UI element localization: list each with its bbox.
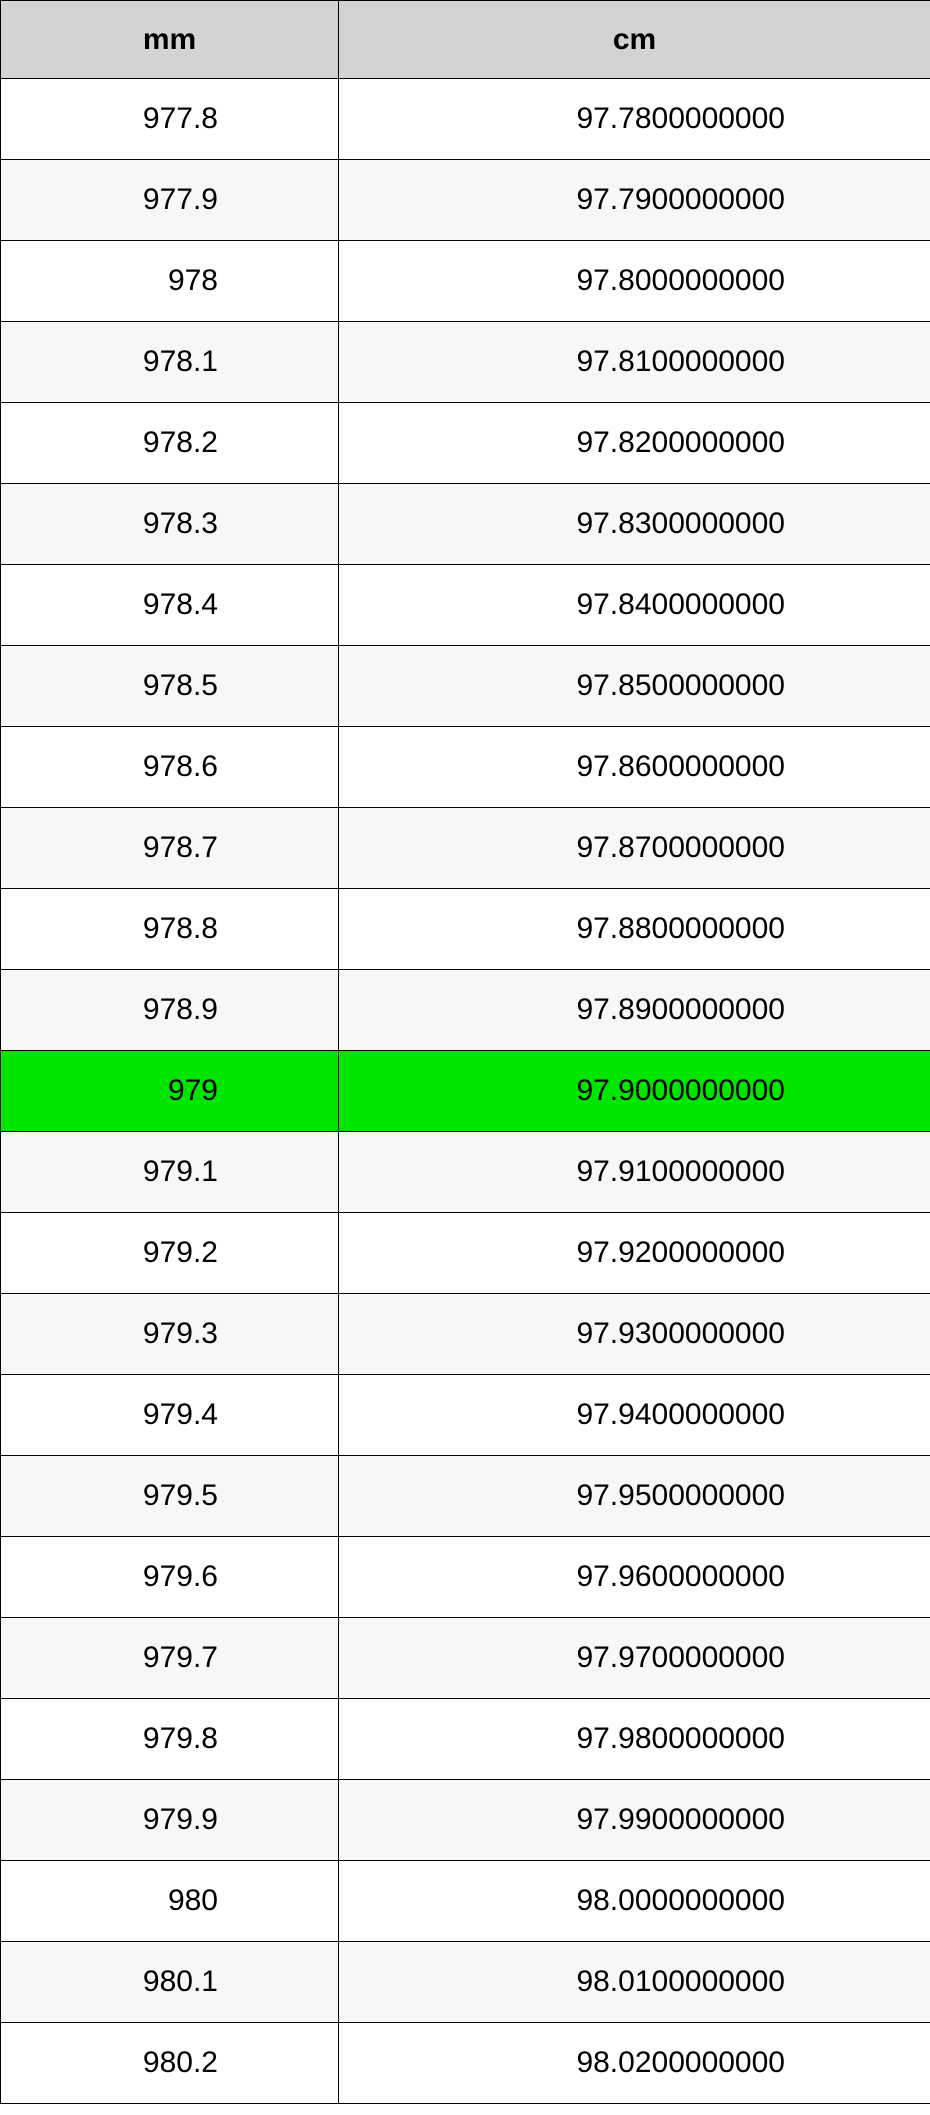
table-row: 978.497.8400000000 — [1, 565, 930, 646]
cell-cm: 97.9500000000 — [339, 1456, 930, 1537]
table-header-row: mm cm — [1, 1, 930, 79]
column-header-mm: mm — [1, 1, 339, 79]
cell-mm: 978.1 — [1, 322, 339, 403]
cell-mm: 979.4 — [1, 1375, 339, 1456]
cell-cm: 97.7800000000 — [339, 79, 930, 160]
cell-mm: 979.1 — [1, 1132, 339, 1213]
cell-mm: 978 — [1, 241, 339, 322]
cell-mm: 978.2 — [1, 403, 339, 484]
table-row: 978.597.8500000000 — [1, 646, 930, 727]
table-row: 979.597.9500000000 — [1, 1456, 930, 1537]
cell-cm: 97.8000000000 — [339, 241, 930, 322]
table-row: 979.197.9100000000 — [1, 1132, 930, 1213]
cell-cm: 97.9100000000 — [339, 1132, 930, 1213]
cell-mm: 978.6 — [1, 727, 339, 808]
cell-cm: 98.0100000000 — [339, 1942, 930, 2023]
table-row: 978.897.8800000000 — [1, 889, 930, 970]
cell-cm: 97.8300000000 — [339, 484, 930, 565]
cell-mm: 979.8 — [1, 1699, 339, 1780]
cell-mm: 979.7 — [1, 1618, 339, 1699]
cell-cm: 97.8800000000 — [339, 889, 930, 970]
cell-mm: 979.5 — [1, 1456, 339, 1537]
cell-mm: 978.8 — [1, 889, 339, 970]
table-row: 978.197.8100000000 — [1, 322, 930, 403]
cell-mm: 977.8 — [1, 79, 339, 160]
cell-mm: 979.9 — [1, 1780, 339, 1861]
cell-mm: 979.2 — [1, 1213, 339, 1294]
table-row: 978.297.8200000000 — [1, 403, 930, 484]
table-row: 979.697.9600000000 — [1, 1537, 930, 1618]
cell-mm: 980.1 — [1, 1942, 339, 2023]
table-row: 979.997.9900000000 — [1, 1780, 930, 1861]
table-body: 977.897.7800000000977.997.79000000009789… — [1, 79, 930, 2104]
table-row: 97897.8000000000 — [1, 241, 930, 322]
table-row: 979.797.9700000000 — [1, 1618, 930, 1699]
table-row: 980.198.0100000000 — [1, 1942, 930, 2023]
cell-cm: 97.9700000000 — [339, 1618, 930, 1699]
cell-cm: 97.8600000000 — [339, 727, 930, 808]
cell-cm: 98.0000000000 — [339, 1861, 930, 1942]
table-row: 978.697.8600000000 — [1, 727, 930, 808]
table-row: 978.997.8900000000 — [1, 970, 930, 1051]
cell-mm: 978.7 — [1, 808, 339, 889]
cell-cm: 97.9400000000 — [339, 1375, 930, 1456]
table-row: 979.497.9400000000 — [1, 1375, 930, 1456]
table-row: 977.897.7800000000 — [1, 79, 930, 160]
cell-mm: 980 — [1, 1861, 339, 1942]
cell-mm: 978.5 — [1, 646, 339, 727]
conversion-table: mm cm 977.897.7800000000977.997.79000000… — [0, 0, 930, 2104]
cell-mm: 979 — [1, 1051, 339, 1132]
cell-cm: 97.8400000000 — [339, 565, 930, 646]
cell-mm: 977.9 — [1, 160, 339, 241]
cell-cm: 97.9000000000 — [339, 1051, 930, 1132]
table-row: 979.397.9300000000 — [1, 1294, 930, 1375]
table-row: 98098.0000000000 — [1, 1861, 930, 1942]
table-row: 979.297.9200000000 — [1, 1213, 930, 1294]
cell-cm: 97.9800000000 — [339, 1699, 930, 1780]
cell-cm: 97.8700000000 — [339, 808, 930, 889]
cell-cm: 98.0200000000 — [339, 2023, 930, 2104]
cell-mm: 980.2 — [1, 2023, 339, 2104]
table-row: 978.397.8300000000 — [1, 484, 930, 565]
cell-cm: 97.9200000000 — [339, 1213, 930, 1294]
cell-cm: 97.8900000000 — [339, 970, 930, 1051]
cell-mm: 979.6 — [1, 1537, 339, 1618]
table-row: 980.298.0200000000 — [1, 2023, 930, 2104]
cell-cm: 97.7900000000 — [339, 160, 930, 241]
cell-mm: 978.9 — [1, 970, 339, 1051]
cell-mm: 978.4 — [1, 565, 339, 646]
cell-cm: 97.8500000000 — [339, 646, 930, 727]
cell-cm: 97.8200000000 — [339, 403, 930, 484]
table-row: 977.997.7900000000 — [1, 160, 930, 241]
cell-cm: 97.8100000000 — [339, 322, 930, 403]
cell-cm: 97.9900000000 — [339, 1780, 930, 1861]
cell-mm: 978.3 — [1, 484, 339, 565]
cell-mm: 979.3 — [1, 1294, 339, 1375]
cell-cm: 97.9600000000 — [339, 1537, 930, 1618]
table-row: 97997.9000000000 — [1, 1051, 930, 1132]
column-header-cm: cm — [339, 1, 930, 79]
table-row: 978.797.8700000000 — [1, 808, 930, 889]
table-row: 979.897.9800000000 — [1, 1699, 930, 1780]
cell-cm: 97.9300000000 — [339, 1294, 930, 1375]
